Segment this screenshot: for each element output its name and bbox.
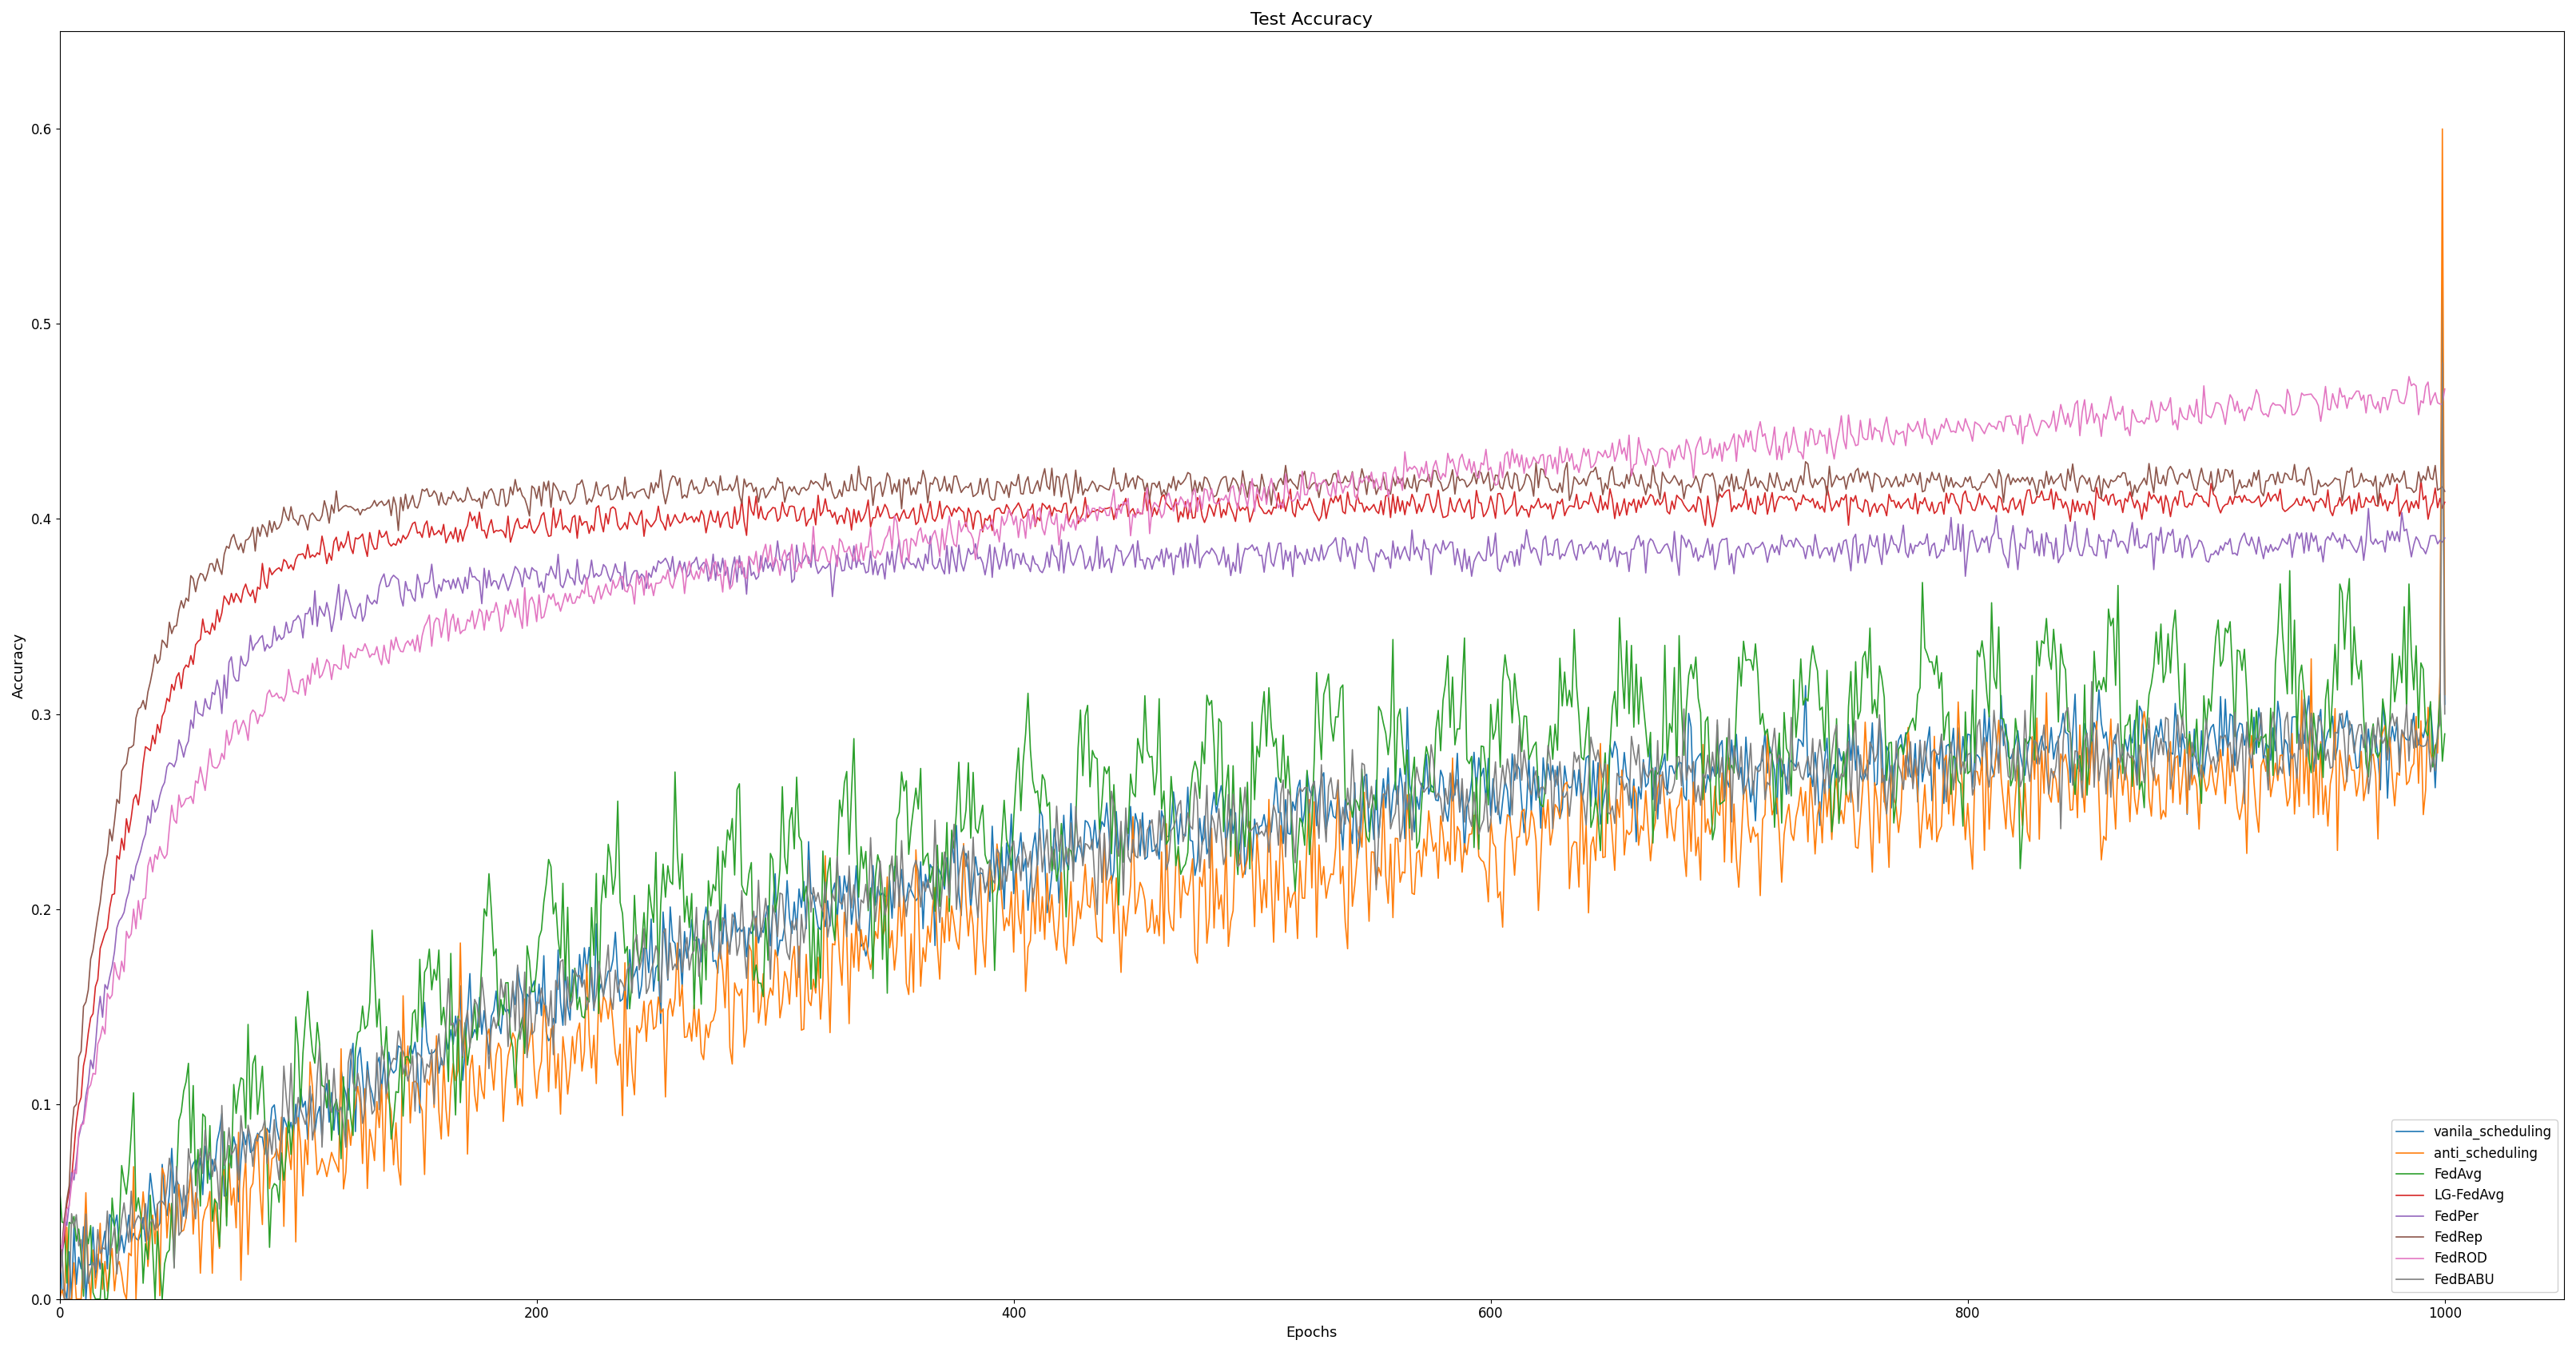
vanila_scheduling bbox=[531, 1023, 562, 1040]
vanila_scheduling bbox=[57, 1291, 88, 1307]
FedPer bbox=[2429, 530, 2460, 546]
LG-FedAvg bbox=[191, 625, 222, 641]
FedAvg bbox=[44, 1180, 75, 1197]
FedRep bbox=[2156, 458, 2187, 475]
FedAvg bbox=[80, 1291, 111, 1307]
FedRep bbox=[44, 1274, 75, 1290]
Title: Test Accuracy: Test Accuracy bbox=[1252, 12, 1373, 28]
FedAvg bbox=[2156, 665, 2187, 681]
anti_scheduling bbox=[2427, 120, 2458, 137]
vanila_scheduling bbox=[2427, 277, 2458, 293]
FedROD bbox=[531, 599, 562, 615]
FedPer bbox=[1901, 538, 1932, 554]
FedAvg bbox=[1994, 734, 2025, 750]
anti_scheduling bbox=[2313, 818, 2344, 834]
LG-FedAvg bbox=[1901, 506, 1932, 522]
FedAvg bbox=[193, 1175, 224, 1191]
FedRep bbox=[1904, 465, 1935, 481]
vanila_scheduling bbox=[193, 1153, 224, 1169]
vanila_scheduling bbox=[2156, 744, 2187, 760]
X-axis label: Epochs: Epochs bbox=[1285, 1325, 1337, 1340]
Legend: vanila_scheduling, anti_scheduling, FedAvg, LG-FedAvg, FedPer, FedRep, FedROD, F: vanila_scheduling, anti_scheduling, FedA… bbox=[2391, 1119, 2558, 1293]
anti_scheduling bbox=[191, 1202, 222, 1218]
FedPer bbox=[191, 691, 222, 707]
Y-axis label: Accuracy: Accuracy bbox=[13, 633, 26, 698]
FedPer bbox=[2313, 529, 2344, 545]
FedRep bbox=[2316, 476, 2347, 492]
FedBABU bbox=[1904, 733, 1935, 749]
FedROD bbox=[2393, 369, 2424, 385]
vanila_scheduling bbox=[2429, 696, 2460, 713]
LG-FedAvg bbox=[2313, 481, 2344, 498]
anti_scheduling bbox=[1991, 821, 2022, 837]
FedROD bbox=[46, 1240, 77, 1256]
FedAvg bbox=[1904, 680, 1935, 696]
vanila_scheduling bbox=[1994, 748, 2025, 764]
FedROD bbox=[2316, 402, 2347, 418]
LG-FedAvg bbox=[2154, 495, 2184, 511]
vanila_scheduling bbox=[1904, 731, 1935, 748]
FedPer bbox=[44, 1267, 75, 1283]
FedAvg bbox=[531, 876, 562, 892]
LG-FedAvg bbox=[44, 1271, 75, 1287]
FedROD bbox=[1994, 408, 2025, 425]
FedBABU bbox=[44, 1270, 75, 1286]
FedBABU bbox=[49, 1291, 80, 1307]
FedAvg bbox=[2275, 562, 2306, 579]
anti_scheduling bbox=[2429, 687, 2460, 703]
FedROD bbox=[44, 1236, 75, 1252]
Line: FedBABU: FedBABU bbox=[59, 362, 2445, 1299]
FedRep bbox=[1994, 466, 2025, 483]
LG-FedAvg bbox=[1991, 500, 2022, 516]
FedROD bbox=[2429, 381, 2460, 397]
Line: FedROD: FedROD bbox=[59, 377, 2445, 1248]
vanila_scheduling bbox=[2316, 719, 2347, 735]
FedPer bbox=[2352, 500, 2383, 516]
FedAvg bbox=[2318, 684, 2349, 700]
Line: anti_scheduling: anti_scheduling bbox=[59, 128, 2445, 1299]
FedBABU bbox=[2156, 781, 2187, 798]
FedROD bbox=[193, 761, 224, 777]
Line: FedPer: FedPer bbox=[59, 508, 2445, 1275]
Line: vanila_scheduling: vanila_scheduling bbox=[59, 285, 2445, 1299]
LG-FedAvg bbox=[528, 504, 559, 521]
FedRep bbox=[1790, 454, 1821, 470]
FedAvg bbox=[2429, 726, 2460, 742]
Line: LG-FedAvg: LG-FedAvg bbox=[59, 480, 2445, 1279]
Line: FedRep: FedRep bbox=[59, 462, 2445, 1282]
FedBABU bbox=[2427, 354, 2458, 370]
FedPer bbox=[2154, 525, 2184, 541]
vanila_scheduling bbox=[44, 1233, 75, 1249]
FedBABU bbox=[193, 1152, 224, 1168]
FedRep bbox=[191, 573, 222, 589]
FedRep bbox=[528, 475, 559, 491]
anti_scheduling bbox=[1901, 783, 1932, 799]
FedBABU bbox=[2316, 760, 2347, 776]
FedRep bbox=[2429, 483, 2460, 499]
FedBABU bbox=[1994, 768, 2025, 784]
FedROD bbox=[1904, 422, 1935, 438]
anti_scheduling bbox=[2154, 744, 2184, 760]
anti_scheduling bbox=[44, 1291, 75, 1307]
Line: FedAvg: FedAvg bbox=[59, 571, 2445, 1299]
FedBABU bbox=[2429, 706, 2460, 722]
anti_scheduling bbox=[528, 995, 559, 1011]
FedPer bbox=[528, 584, 559, 600]
LG-FedAvg bbox=[2429, 493, 2460, 510]
FedPer bbox=[1991, 550, 2022, 566]
FedBABU bbox=[531, 998, 562, 1014]
LG-FedAvg bbox=[2406, 472, 2437, 488]
FedROD bbox=[2156, 389, 2187, 406]
